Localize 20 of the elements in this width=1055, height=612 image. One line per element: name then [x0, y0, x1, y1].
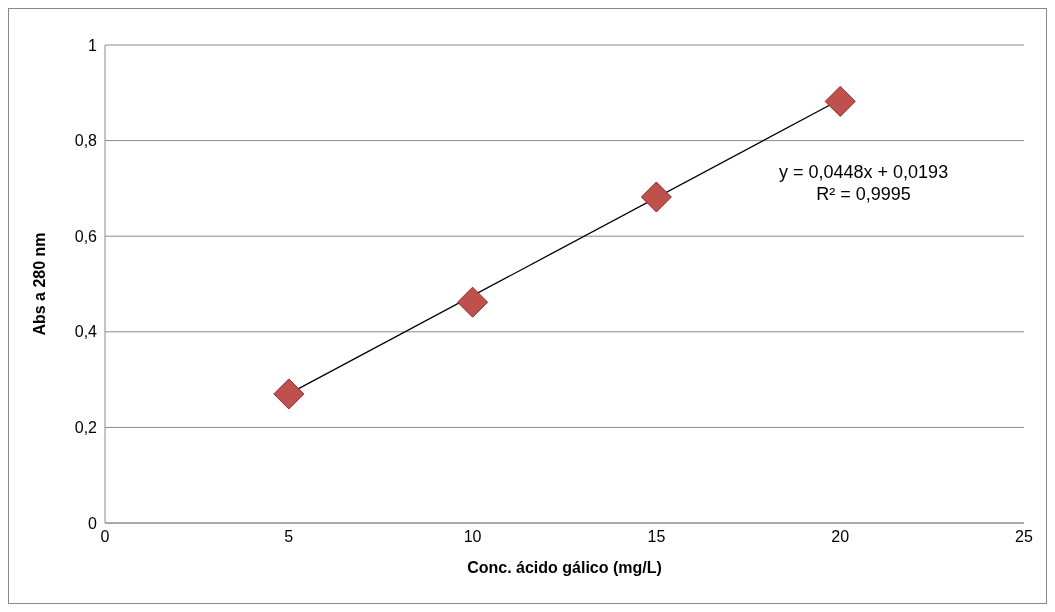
- annotation: y = 0,0448x + 0,0193: [779, 161, 949, 183]
- annotation: R² = 0,9995: [815, 183, 912, 205]
- x-tick-label: 5: [284, 528, 294, 546]
- y-tick-label: 0: [88, 514, 98, 532]
- x-tick-label: 25: [1015, 528, 1033, 546]
- y-tick-label: 0,8: [74, 132, 98, 150]
- y-axis-title: Abs a 280 nm: [30, 232, 48, 336]
- point: [640, 181, 672, 213]
- x-tick-label: 10: [463, 528, 482, 546]
- point: [824, 85, 856, 117]
- x-tick-label: 0: [100, 528, 110, 546]
- y-tick-label: 0,4: [74, 323, 98, 341]
- x-tick-label: 20: [831, 528, 850, 546]
- point: [273, 378, 305, 410]
- x-axis-title: Conc. ácido gálico (mg/L): [467, 559, 662, 576]
- y-tick-label: 0,2: [74, 419, 98, 437]
- x-tick-label: 15: [647, 528, 666, 546]
- y-tick-label: 0,6: [74, 227, 98, 245]
- y-tick-label: 1: [88, 36, 98, 54]
- point: [457, 286, 489, 318]
